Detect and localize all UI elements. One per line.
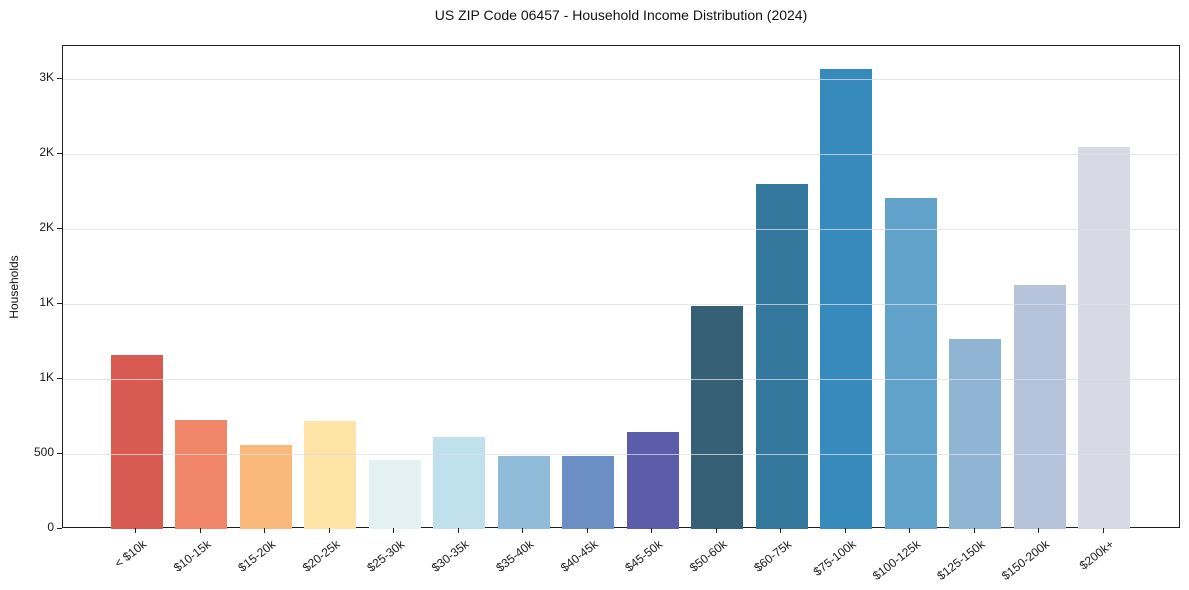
bar-100-125k: [884, 197, 937, 529]
y-tick-label: 1K: [39, 295, 54, 309]
bar-60-75k: [755, 184, 808, 529]
x-tick-mark: [328, 528, 330, 533]
x-tick-mark: [844, 528, 846, 533]
x-tick-mark: [1038, 528, 1039, 533]
x-tick-mark: [715, 528, 717, 533]
x-tick-mark: [586, 528, 588, 533]
bar-45-50k: [626, 432, 679, 529]
x-tick-mark: [199, 528, 201, 533]
x-tick-mark: [264, 528, 265, 533]
y-tick-label: 0: [47, 520, 54, 534]
y-tick-label: 500: [33, 445, 54, 459]
x-tick-label: < $10k: [111, 537, 150, 571]
bar-15-20k: [239, 445, 292, 529]
bar-125-150k: [949, 338, 1001, 529]
x-tick-mark: [909, 528, 910, 533]
y-tick-label: 1K: [39, 370, 54, 384]
y-tick-mark: [57, 452, 62, 454]
x-tick-mark: [973, 528, 975, 533]
y-tick-mark: [57, 527, 62, 529]
bar-75-100k: [820, 68, 872, 529]
x-tick-mark: [457, 528, 459, 533]
bar-50-60k: [691, 305, 743, 529]
gridline: [63, 304, 1179, 305]
gridline: [63, 229, 1179, 230]
gridline: [63, 454, 1179, 455]
gridline: [63, 379, 1179, 380]
y-tick-label: 3K: [39, 70, 54, 84]
y-tick-label: 2K: [39, 220, 54, 234]
y-tick-mark: [57, 152, 62, 154]
bar-35-40k: [497, 456, 550, 529]
bar-20-25k: [304, 421, 356, 529]
y-axis-label: Households: [7, 255, 21, 319]
bar-10k: [110, 355, 163, 529]
x-tick-mark: [135, 528, 136, 533]
bar-30-35k: [433, 436, 485, 529]
bar-150-200k: [1013, 284, 1066, 529]
y-tick-mark: [57, 77, 62, 79]
bar-200k: [1078, 146, 1130, 529]
x-tick-mark: [1102, 528, 1104, 533]
bar-40-45k: [562, 455, 614, 529]
y-tick-mark: [57, 227, 62, 229]
y-tick-mark: [57, 302, 62, 304]
gridline: [63, 79, 1179, 80]
x-tick-mark: [522, 528, 523, 533]
gridline: [63, 154, 1179, 155]
bar-25-30k: [368, 460, 421, 529]
bar-10-15k: [175, 419, 227, 529]
y-tick-mark: [57, 377, 62, 379]
plot-area: [62, 45, 1180, 529]
x-tick-mark: [651, 528, 652, 533]
y-tick-label: 2K: [39, 145, 54, 159]
x-tick-mark: [780, 528, 781, 533]
x-tick-mark: [393, 528, 394, 533]
chart-title: US ZIP Code 06457 - Household Income Dis…: [434, 7, 808, 23]
